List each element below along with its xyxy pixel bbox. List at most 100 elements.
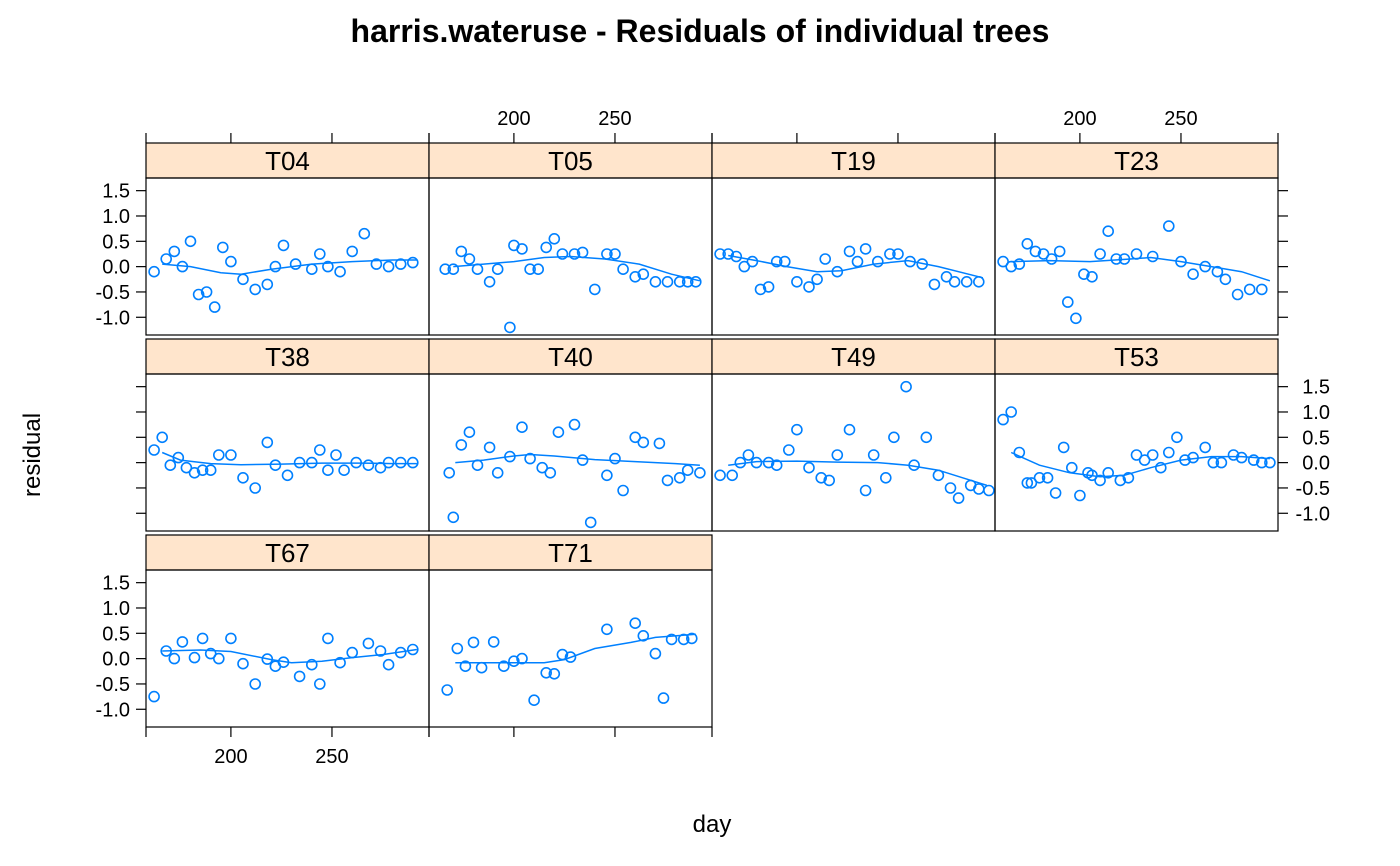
- strip-t05: [428, 142, 713, 179]
- data-point: [867, 449, 880, 461]
- panel-t05: T05 200 250: [428, 108, 713, 336]
- data-point: [556, 648, 569, 661]
- data-point: [1102, 225, 1114, 238]
- smooth-line: [455, 453, 700, 466]
- panel-t38: T38: [136, 338, 430, 532]
- data-point: [188, 467, 201, 479]
- data-point: [261, 653, 274, 665]
- data-point: [972, 483, 985, 495]
- data-point: [746, 255, 759, 268]
- data-point: [204, 647, 217, 660]
- data-point: [314, 248, 326, 260]
- data-point: [556, 248, 569, 260]
- data-point: [532, 263, 544, 275]
- data-point: [601, 623, 613, 636]
- data-point: [261, 278, 274, 291]
- smooth-line: [1010, 451, 1270, 478]
- data-point: [601, 248, 613, 260]
- data-point: [447, 511, 460, 524]
- panels-group: T67 -1.0 -0.5 0.0 0.5 1.0 1.5 200 250 T71 T38 T40 T4…: [96, 108, 1330, 768]
- data-point: [314, 444, 326, 456]
- chart-title: harris.wateruse - Residuals of individua…: [351, 13, 1050, 49]
- data-point: [1122, 472, 1135, 484]
- data-point: [888, 431, 900, 444]
- data-point: [589, 283, 601, 296]
- strip-label: T38: [265, 342, 310, 372]
- data-point: [208, 301, 221, 313]
- data-point: [750, 456, 763, 469]
- data-point: [225, 632, 237, 645]
- data-point: [819, 253, 831, 265]
- data-point: [983, 484, 995, 497]
- data-point: [1102, 467, 1114, 479]
- data-point: [200, 286, 213, 298]
- x-tick-label: 200: [214, 746, 247, 768]
- data-point: [811, 273, 823, 286]
- data-point: [831, 449, 844, 461]
- data-point: [406, 256, 419, 269]
- data-point: [455, 245, 468, 258]
- data-point: [1114, 474, 1127, 487]
- data-point: [952, 492, 965, 504]
- x-tick-label: 250: [598, 108, 631, 130]
- strip-label: T40: [548, 342, 593, 372]
- data-point: [330, 449, 342, 461]
- y-tick-label: -0.5: [96, 674, 130, 696]
- data-point: [204, 464, 217, 476]
- data-point: [880, 472, 892, 484]
- data-point: [685, 632, 698, 645]
- data-point: [443, 467, 456, 479]
- smooth-line: [162, 259, 417, 275]
- data-point: [859, 243, 872, 255]
- data-point: [681, 464, 694, 476]
- data-point: [1086, 469, 1098, 482]
- data-point: [568, 418, 581, 431]
- data-point: [441, 684, 454, 696]
- panel-t19: T19: [711, 133, 996, 336]
- panel-frame: [994, 373, 1279, 532]
- data-point: [1029, 245, 1042, 258]
- data-point: [823, 474, 835, 487]
- data-point: [609, 248, 621, 260]
- panel-frame: [145, 177, 430, 336]
- data-point: [629, 271, 641, 283]
- data-point: [1086, 271, 1098, 283]
- data-point: [504, 450, 516, 463]
- data-point: [892, 248, 904, 260]
- data-point: [374, 645, 387, 657]
- strip-label: T53: [1114, 342, 1159, 372]
- data-point: [164, 459, 177, 471]
- panel-t53: T53 -1.0 -0.5 0.0 0.5 1.0 1.5: [994, 338, 1330, 532]
- data-point: [540, 667, 552, 679]
- smooth-line: [1011, 256, 1271, 282]
- data-point: [225, 449, 237, 461]
- y-tick-label: 0.5: [1302, 427, 1330, 449]
- data-point: [629, 617, 641, 630]
- data-point: [843, 423, 856, 436]
- y-tick-label: 0.5: [102, 231, 130, 253]
- data-point: [948, 276, 961, 288]
- strip-label: T23: [1114, 146, 1159, 176]
- data-point: [148, 265, 160, 278]
- data-point: [900, 380, 912, 393]
- data-point: [487, 636, 500, 648]
- data-point: [851, 255, 864, 268]
- data-point: [180, 461, 193, 474]
- x-axis-label: day: [693, 811, 732, 838]
- data-point: [249, 482, 261, 494]
- data-point: [1235, 451, 1248, 464]
- data-point: [516, 421, 528, 434]
- panel-frame: [994, 177, 1279, 336]
- data-point: [908, 459, 920, 471]
- data-point: [281, 469, 294, 482]
- y-tick-label: 0.0: [1302, 453, 1330, 475]
- data-point: [362, 459, 375, 471]
- panel-t04: T04 -1.0 -0.5 0.0 0.5 1.0 1.5: [96, 133, 430, 336]
- data-point: [463, 426, 476, 439]
- data-point: [451, 642, 464, 655]
- data-point: [156, 431, 169, 444]
- panel-frame: [711, 373, 996, 532]
- data-point: [358, 227, 371, 240]
- data-point: [859, 484, 872, 497]
- panel-t49: T49: [711, 338, 996, 532]
